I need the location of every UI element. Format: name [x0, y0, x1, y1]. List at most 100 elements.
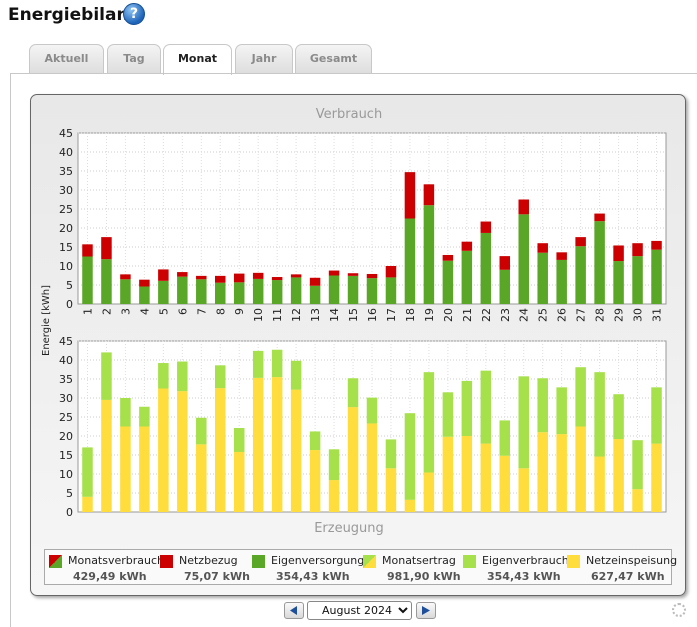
erzeugung-bar-eigenverbrauch: [518, 376, 529, 469]
erzeugung-bar-eigenverbrauch: [139, 406, 150, 427]
x-tick-label: 11: [271, 308, 284, 322]
erzeugung-y-tick-label: 30: [59, 392, 73, 405]
gear-icon[interactable]: [672, 603, 686, 617]
erzeugung-bar-eigenverbrauch: [366, 397, 378, 424]
verbrauch-bar-netzbezug: [423, 184, 435, 206]
x-tick-label: 26: [556, 308, 569, 322]
verbrauch-bar-eigenversorgung: [82, 256, 93, 304]
netzeinspeisung-swatch: [567, 555, 580, 568]
erzeugung-bar-netzeinspeisung: [139, 426, 150, 512]
erzeugung-bar-netzeinspeisung: [271, 377, 283, 512]
erzeugung-bar-eigenverbrauch: [347, 378, 359, 408]
month-select[interactable]: August 2024: [307, 601, 412, 620]
verbrauch-bar-netzbezug: [196, 275, 207, 280]
verbrauch-bar-netzbezug: [518, 199, 529, 215]
x-tick-label: 29: [613, 308, 626, 322]
page-title: Energiebilanz: [8, 5, 139, 25]
erzeugung-bar-eigenverbrauch: [594, 372, 605, 457]
chart-title-erzeugung: Erzeugung: [314, 521, 384, 536]
legend: Monatsverbrauch 429,49 kWh Netzbezug 75,…: [44, 549, 677, 585]
verbrauch-bar-netzbezug: [158, 269, 169, 281]
verbrauch-bar-eigenversorgung: [252, 278, 264, 304]
x-tick-label: 2: [100, 308, 113, 315]
x-tick-label: 30: [632, 308, 645, 322]
verbrauch-bar-netzbezug: [442, 254, 454, 261]
erzeugung-y-tick-label: 20: [59, 430, 73, 443]
x-tick-label: 25: [537, 308, 550, 322]
erzeugung-bar-eigenverbrauch: [82, 447, 93, 497]
x-tick-label: 7: [195, 308, 208, 315]
tab-monat[interactable]: Monat: [163, 44, 232, 75]
erzeugung-y-tick-label: 35: [59, 373, 73, 386]
verbrauch-bar-eigenversorgung: [177, 276, 188, 304]
erzeugung-bar-eigenverbrauch: [101, 352, 112, 400]
help-icon[interactable]: ?: [123, 3, 145, 25]
tab-aktuell[interactable]: Aktuell: [29, 44, 104, 73]
verbrauch-bar-eigenversorgung: [404, 218, 416, 304]
erzeugung-bar-netzeinspeisung: [613, 439, 624, 512]
verbrauch-bar-netzbezug: [309, 277, 321, 286]
verbrauch-bar-netzbezug: [594, 213, 605, 222]
legend-value: 429,49 kWh: [73, 570, 147, 583]
erzeugung-bar-netzeinspeisung: [366, 423, 378, 512]
verbrauch-bar-netzbezug: [347, 273, 359, 276]
erzeugung-y-tick-label: 45: [59, 335, 73, 348]
erzeugung-bar-netzeinspeisung: [442, 436, 454, 512]
erzeugung-bar-netzeinspeisung: [252, 377, 264, 512]
next-month-button[interactable]: [416, 602, 436, 619]
verbrauch-bar-netzbezug: [328, 270, 340, 276]
erzeugung-bar-netzeinspeisung: [328, 480, 340, 512]
x-tick-label: 24: [518, 308, 531, 322]
tab-tag[interactable]: Tag: [107, 44, 161, 73]
verbrauch-bar-eigenversorgung: [442, 260, 454, 304]
erzeugung-bar-eigenverbrauch: [252, 350, 264, 378]
verbrauch-bar-netzbezug: [651, 240, 662, 250]
erzeugung-bar-eigenverbrauch: [120, 398, 131, 427]
verbrauch-bar-eigenversorgung: [158, 280, 169, 304]
verbrauch-y-tick-label: 35: [59, 165, 73, 178]
verbrauch-bar-eigenversorgung: [233, 282, 245, 304]
legend-label: Netzbezug: [179, 554, 238, 567]
verbrauch-bar-netzbezug: [404, 172, 416, 219]
verbrauch-bar-eigenversorgung: [461, 250, 473, 304]
verbrauch-bar-netzbezug: [290, 274, 302, 278]
verbrauch-bar-eigenversorgung: [423, 205, 435, 304]
verbrauch-bar-eigenversorgung: [613, 261, 624, 304]
tab-gesamt[interactable]: Gesamt: [295, 44, 372, 73]
verbrauch-bar-eigenversorgung: [651, 249, 662, 304]
erzeugung-y-tick-label: 0: [66, 506, 73, 519]
verbrauch-bar-eigenversorgung: [594, 221, 605, 304]
erzeugung-bar-eigenverbrauch: [423, 372, 435, 473]
erzeugung-bar-eigenverbrauch: [442, 392, 454, 437]
chevron-down-icon: [398, 607, 408, 614]
verbrauch-bar-netzbezug: [556, 252, 567, 260]
erzeugung-bar-eigenverbrauch: [328, 449, 340, 481]
erzeugung-bar-netzeinspeisung: [632, 489, 643, 512]
erzeugung-bar-eigenverbrauch: [575, 367, 586, 427]
verbrauch-bar-eigenversorgung: [139, 286, 150, 304]
selected-month: August 2024: [322, 604, 392, 617]
verbrauch-bar-eigenversorgung: [347, 275, 359, 304]
erzeugung-bar-eigenverbrauch: [196, 417, 207, 445]
erzeugung-bar-eigenverbrauch: [385, 439, 397, 469]
prev-month-button[interactable]: [284, 602, 304, 619]
erzeugung-bar-netzeinspeisung: [233, 451, 245, 512]
verbrauch-y-tick-label: 15: [59, 241, 73, 254]
tab-jahr[interactable]: Jahr: [235, 44, 293, 73]
erzeugung-bar-eigenverbrauch: [404, 413, 416, 500]
erzeugung-bar-eigenverbrauch: [556, 387, 567, 435]
erzeugung-y-tick-label: 15: [59, 449, 73, 462]
x-tick-label: 23: [499, 308, 512, 322]
erzeugung-bar-eigenverbrauch: [290, 360, 302, 390]
erzeugung-bar-netzeinspeisung: [385, 468, 397, 512]
erzeugung-y-tick-label: 10: [59, 468, 73, 481]
erzeugung-bar-netzeinspeisung: [499, 455, 511, 512]
verbrauch-bar-netzbezug: [120, 274, 131, 280]
erzeugung-bar-eigenverbrauch: [158, 363, 169, 389]
erzeugung-bar-eigenverbrauch: [480, 370, 492, 444]
erzeugung-bar-netzeinspeisung: [404, 499, 416, 512]
verbrauch-bar-netzbezug: [252, 272, 264, 279]
legend-value: 75,07 kWh: [184, 570, 250, 583]
eigenverbrauch-swatch: [463, 555, 476, 568]
y-axis-label: Energie [kWh]: [41, 285, 52, 356]
